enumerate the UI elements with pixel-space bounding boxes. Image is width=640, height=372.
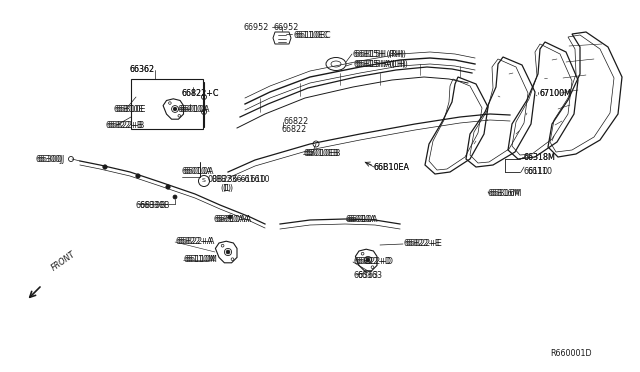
- Circle shape: [166, 185, 170, 189]
- Text: 66952: 66952: [274, 22, 300, 32]
- Text: 66362: 66362: [130, 65, 155, 74]
- Text: 66822+D: 66822+D: [353, 257, 391, 266]
- Text: 66B10EA: 66B10EA: [374, 163, 410, 171]
- Circle shape: [228, 215, 232, 219]
- Text: 66318M: 66318M: [524, 153, 556, 161]
- Text: 66822+A: 66822+A: [175, 237, 212, 247]
- Text: 66822: 66822: [282, 125, 307, 134]
- Text: 66822+C: 66822+C: [182, 90, 220, 99]
- Text: 66815HA(LH): 66815HA(LH): [355, 60, 408, 68]
- Text: 66010A: 66010A: [182, 167, 212, 176]
- Text: 66010AA: 66010AA: [216, 215, 252, 224]
- Text: 66010A: 66010A: [178, 105, 209, 113]
- Text: 66363: 66363: [358, 270, 383, 279]
- Text: 66B10E: 66B10E: [113, 105, 143, 113]
- Text: 67100M: 67100M: [540, 90, 572, 99]
- Text: 67100M: 67100M: [540, 90, 572, 99]
- Text: 66110M: 66110M: [183, 256, 215, 264]
- Bar: [131, 79, 203, 129]
- Text: 66952: 66952: [244, 22, 269, 32]
- Text: 66830B: 66830B: [136, 201, 166, 209]
- Text: 66110: 66110: [524, 167, 549, 176]
- Text: 66318M: 66318M: [524, 153, 556, 161]
- Circle shape: [173, 195, 177, 199]
- Text: 66010EB: 66010EB: [303, 150, 339, 158]
- Text: 66010A: 66010A: [180, 105, 211, 113]
- Text: 66110EC: 66110EC: [294, 31, 330, 39]
- Text: 66363: 66363: [354, 270, 379, 279]
- Text: 66010A: 66010A: [346, 215, 376, 224]
- Text: 66010A: 66010A: [184, 167, 214, 176]
- Circle shape: [136, 174, 140, 178]
- Text: 66815HA(LH): 66815HA(LH): [353, 60, 406, 68]
- Text: 66822+C: 66822+C: [181, 90, 218, 99]
- Text: 08B236-61610: 08B236-61610: [212, 176, 271, 185]
- Circle shape: [103, 165, 108, 169]
- Text: FRONT: FRONT: [50, 250, 77, 273]
- Circle shape: [366, 258, 370, 262]
- Text: 66010EB: 66010EB: [305, 150, 340, 158]
- Text: 08B236-61610: 08B236-61610: [207, 176, 266, 185]
- Text: 66110M: 66110M: [185, 256, 217, 264]
- Text: 66822+B: 66822+B: [105, 121, 142, 129]
- Text: 66110: 66110: [527, 167, 552, 176]
- Text: 66815H (RH): 66815H (RH): [355, 49, 406, 58]
- Text: (1): (1): [220, 185, 231, 193]
- Text: 66822: 66822: [283, 118, 308, 126]
- Text: 66B16M: 66B16M: [490, 189, 522, 199]
- Circle shape: [226, 250, 230, 254]
- Text: 66822+E: 66822+E: [406, 240, 443, 248]
- Text: 66010AA: 66010AA: [214, 215, 250, 224]
- Text: 66B10EA: 66B10EA: [374, 163, 410, 171]
- Text: 66822+B: 66822+B: [107, 121, 145, 129]
- Text: 66822+A: 66822+A: [178, 237, 216, 247]
- Text: 66B10E: 66B10E: [115, 105, 145, 113]
- Text: 66300J: 66300J: [36, 154, 63, 164]
- Text: 66822+E: 66822+E: [403, 240, 440, 248]
- Text: (1): (1): [222, 185, 233, 193]
- Text: 66815H (RH): 66815H (RH): [353, 49, 404, 58]
- Text: 66110EC: 66110EC: [295, 31, 331, 39]
- Text: 66822+D: 66822+D: [355, 257, 393, 266]
- Text: 66010A: 66010A: [348, 215, 378, 224]
- Circle shape: [173, 107, 177, 111]
- Text: 66362: 66362: [130, 65, 155, 74]
- Text: 66830B: 66830B: [140, 201, 170, 209]
- Text: 66300J: 66300J: [38, 154, 65, 164]
- Text: R660001D: R660001D: [550, 350, 592, 359]
- Text: S: S: [202, 179, 206, 183]
- Text: 66B16M: 66B16M: [488, 189, 520, 199]
